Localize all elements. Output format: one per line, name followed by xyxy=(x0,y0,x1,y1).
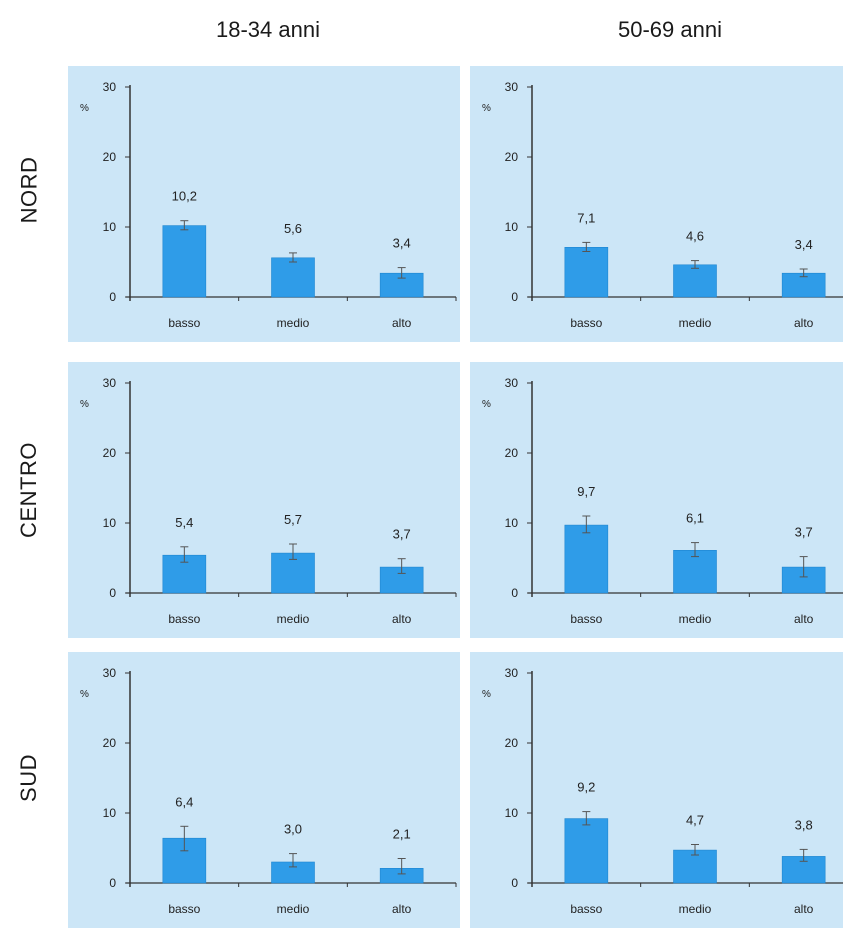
category-label: medio xyxy=(679,612,712,626)
y-tick-label: 0 xyxy=(511,586,518,600)
y-tick-label: 30 xyxy=(103,666,117,680)
data-label: 5,7 xyxy=(284,512,302,527)
y-unit-label: % xyxy=(482,399,491,410)
data-label: 7,1 xyxy=(577,210,595,225)
category-label: basso xyxy=(168,316,200,330)
data-label: 9,7 xyxy=(577,484,595,499)
y-tick-label: 0 xyxy=(511,290,518,304)
bar-basso xyxy=(162,225,207,298)
chart-panel-centro-50-69: 0 10 20 30% 9,7 basso 6,1 medio 3,7 alto xyxy=(470,362,843,638)
y-tick-label: 20 xyxy=(505,736,519,750)
y-tick-label: 30 xyxy=(103,376,117,390)
chart-panel-centro-18-34: 0 10 20 30% 5,4 basso 5,7 medio 3,7 alto xyxy=(68,362,460,638)
bar-chart: 0 10 20 30% 9,2 basso 4,7 medio 3,8 alto xyxy=(482,666,843,916)
chart-panel-sud-18-34: 0 10 20 30% 6,4 basso 3,0 medio 2,1 alto xyxy=(68,652,460,928)
y-tick-label: 30 xyxy=(103,80,117,94)
data-label: 5,6 xyxy=(284,221,302,236)
y-unit-label: % xyxy=(80,689,89,700)
bar-alto xyxy=(781,856,826,884)
y-tick-label: 20 xyxy=(505,446,519,460)
y-tick-label: 20 xyxy=(103,446,117,460)
bar-chart: 0 10 20 30% 7,1 basso 4,6 medio 3,4 alto xyxy=(482,80,843,330)
category-label: basso xyxy=(168,612,200,626)
y-tick-label: 20 xyxy=(103,150,117,164)
y-tick-label: 20 xyxy=(103,736,117,750)
category-label: medio xyxy=(679,902,712,916)
data-label: 10,2 xyxy=(172,189,197,204)
category-label: medio xyxy=(277,902,310,916)
y-tick-label: 10 xyxy=(505,516,519,530)
column-header-50-69: 50-69 anni xyxy=(618,17,722,42)
category-label: basso xyxy=(570,902,602,916)
bar-basso xyxy=(564,818,609,884)
category-label: alto xyxy=(392,902,412,916)
data-label: 3,7 xyxy=(795,525,813,540)
y-tick-label: 30 xyxy=(505,666,519,680)
y-tick-label: 10 xyxy=(103,220,117,234)
bar-basso xyxy=(564,247,609,298)
data-label: 4,6 xyxy=(686,229,704,244)
category-label: medio xyxy=(277,316,310,330)
bar-basso xyxy=(564,524,609,594)
y-unit-label: % xyxy=(482,103,491,114)
bar-chart: 0 10 20 30% 9,7 basso 6,1 medio 3,7 alto xyxy=(482,376,843,626)
data-label: 3,0 xyxy=(284,822,302,837)
data-label: 3,8 xyxy=(795,817,813,832)
category-label: alto xyxy=(794,902,814,916)
category-label: alto xyxy=(794,612,814,626)
bar-medio xyxy=(673,264,717,298)
chart-panel-nord-18-34: 0 10 20 30% 10,2 basso 5,6 medio 3,4 alto xyxy=(68,66,460,342)
row-header-nord: NORD xyxy=(16,156,41,224)
y-tick-label: 30 xyxy=(505,80,519,94)
column-header-18-34: 18-34 anni xyxy=(216,17,320,42)
data-label: 5,4 xyxy=(175,515,193,530)
y-tick-label: 10 xyxy=(103,516,117,530)
y-tick-label: 30 xyxy=(505,376,519,390)
chart-panel-sud-50-69: 0 10 20 30% 9,2 basso 4,7 medio 3,8 alto xyxy=(470,652,843,928)
row-header-centro: CENTRO xyxy=(16,442,42,538)
y-unit-label: % xyxy=(80,103,89,114)
category-label: medio xyxy=(277,612,310,626)
bar-chart: 0 10 20 30% 6,4 basso 3,0 medio 2,1 alto xyxy=(80,666,457,916)
bar-chart: 0 10 20 30% 5,4 basso 5,7 medio 3,7 alto xyxy=(80,376,457,626)
y-unit-label: % xyxy=(80,399,89,410)
data-label: 3,7 xyxy=(393,527,411,542)
category-label: basso xyxy=(570,612,602,626)
data-label: 4,7 xyxy=(686,813,704,828)
y-unit-label: % xyxy=(482,689,491,700)
category-label: medio xyxy=(679,316,712,330)
data-label: 6,4 xyxy=(175,794,193,809)
y-tick-label: 0 xyxy=(511,876,518,890)
y-tick-label: 10 xyxy=(505,220,519,234)
bar-medio xyxy=(673,550,717,594)
bar-medio xyxy=(271,257,315,298)
data-label: 2,1 xyxy=(393,827,411,842)
bar-chart: 0 10 20 30% 10,2 basso 5,6 medio 3,4 alto xyxy=(80,80,457,330)
category-label: alto xyxy=(392,316,412,330)
data-label: 9,2 xyxy=(577,780,595,795)
data-label: 3,4 xyxy=(795,237,813,252)
category-label: alto xyxy=(392,612,412,626)
chart-panel-nord-50-69: 0 10 20 30% 7,1 basso 4,6 medio 3,4 alto xyxy=(470,66,843,342)
y-tick-label: 20 xyxy=(505,150,519,164)
category-label: basso xyxy=(168,902,200,916)
category-label: basso xyxy=(570,316,602,330)
y-tick-label: 0 xyxy=(109,876,116,890)
y-tick-label: 10 xyxy=(505,806,519,820)
y-tick-label: 0 xyxy=(109,586,116,600)
y-tick-label: 10 xyxy=(103,806,117,820)
data-label: 6,1 xyxy=(686,511,704,526)
y-tick-label: 0 xyxy=(109,290,116,304)
data-label: 3,4 xyxy=(393,236,411,251)
category-label: alto xyxy=(794,316,814,330)
row-header-sud: SUD xyxy=(16,754,42,802)
